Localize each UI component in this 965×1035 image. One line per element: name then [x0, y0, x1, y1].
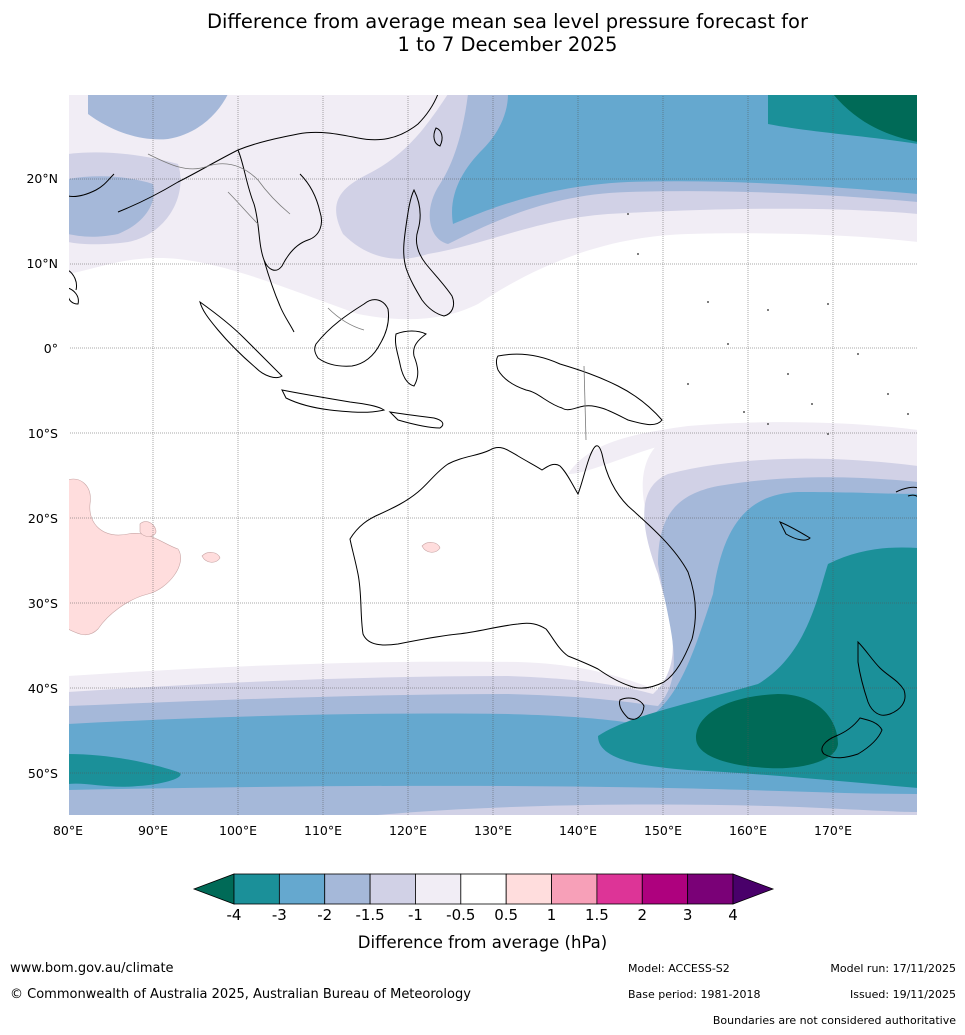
anomaly-band-minus-4-north — [833, 94, 918, 142]
coast-mainland-southeast-asia — [117, 94, 439, 333]
anomaly-band-minus-1p5-himalaya — [88, 94, 228, 140]
colorbar-tick-label: 4 — [728, 906, 738, 924]
anomaly-band-minus-1-bottom — [368, 804, 918, 816]
colorbar-extend-high — [732, 873, 775, 905]
coast-borneo — [314, 299, 389, 367]
colorbar-cell — [687, 873, 734, 905]
lon-label: 90°E — [137, 823, 169, 838]
colorbar-cell — [278, 873, 326, 905]
anomaly-band-minus-1p5-northwest — [68, 176, 154, 237]
lon-label: 140°E — [558, 823, 598, 838]
lat-label: 30°S — [27, 596, 58, 611]
map-frame — [68, 94, 918, 816]
lon-label: 110°E — [303, 823, 343, 838]
colorbar-tick-label: 2 — [637, 906, 648, 924]
lon-label: 150°E — [643, 823, 683, 838]
colorbar-tick-label: 0.5 — [494, 906, 519, 924]
coast-sumatra — [199, 300, 283, 379]
lat-label: 40°S — [27, 681, 58, 696]
issued-date: Issued: 19/11/2025 — [849, 988, 956, 1001]
colorbar-title: Difference from average (hPa) — [357, 933, 608, 952]
anomaly-band-minus-3-southwest — [68, 754, 181, 787]
model-name: Model: ACCESS-S2 — [628, 962, 730, 975]
pacific-islands — [627, 213, 909, 435]
coast-philippines — [403, 188, 455, 317]
coast-tasmania — [619, 697, 645, 720]
colorbar-tick-label: -4 — [226, 906, 242, 924]
colorbar-cell — [505, 873, 552, 905]
colorbar-tick-label: 1 — [546, 906, 557, 924]
model-run-date: Model run: 17/11/2025 — [830, 962, 956, 975]
lon-label: 100°E — [218, 823, 258, 838]
title-line-2: 1 to 7 December 2025 — [397, 33, 618, 56]
coast-sulawesi — [395, 330, 427, 387]
colorbar-tick-label: -3 — [271, 906, 287, 924]
pressure-anomaly-map — [68, 94, 918, 816]
map-canvas — [68, 94, 918, 816]
colorbar-tick-label: -0.5 — [446, 906, 476, 924]
anomaly-band-minus-4-tasman — [696, 694, 838, 769]
coast-india — [68, 173, 115, 291]
lon-label: 130°E — [473, 823, 513, 838]
coast-lesser-sunda — [388, 411, 444, 429]
disclaimer-text: Boundaries are not considered authoritat… — [712, 1014, 956, 1027]
lat-label: 0° — [43, 341, 58, 356]
lat-label: 10°N — [26, 256, 58, 271]
colorbar-extend-low — [192, 873, 235, 905]
colorbar-tick-label: 1.5 — [584, 906, 609, 924]
anomaly-band-plus-0p5-indian — [68, 478, 181, 636]
colorbar-cell — [324, 873, 371, 905]
anomaly-band-plus-0p5-small-3 — [421, 542, 441, 553]
coast-new-caledonia — [778, 521, 811, 541]
coast-taiwan — [433, 127, 443, 147]
coast-new-guinea — [496, 353, 663, 426]
anomaly-band-minus-0p5-coral — [568, 422, 918, 474]
coast-australia — [349, 445, 696, 689]
colorbar-tick-label: -1.5 — [355, 906, 385, 924]
colorbar-cell — [369, 873, 416, 905]
copyright-text: © Commonwealth of Australia 2025, Austra… — [10, 987, 471, 1002]
colorbar-cell — [460, 873, 507, 905]
coast-java — [281, 389, 386, 413]
website-link[interactable]: www.bom.gov.au/climate — [10, 961, 174, 976]
colorbar-cell — [641, 873, 689, 905]
national-boundaries — [147, 153, 587, 441]
coast-new-zealand-south — [821, 717, 883, 759]
colorbar-tick-label: -1 — [407, 906, 423, 924]
anomaly-band-plus-0p5-small-2 — [201, 552, 221, 563]
base-period: Base period: 1981-2018 — [628, 988, 761, 1001]
colorbar-cell — [596, 873, 643, 905]
lon-label: 170°E — [813, 823, 853, 838]
colorbar-cell — [551, 873, 598, 905]
lat-label: 50°S — [27, 766, 58, 781]
chart-title: Difference from average mean sea level p… — [0, 10, 965, 56]
anomaly-band-minus-3-tasman — [598, 547, 918, 788]
lon-label: 160°E — [728, 823, 768, 838]
lat-label: 20°N — [26, 171, 58, 186]
coast-new-zealand-north — [857, 640, 906, 716]
colorbar-tick-label: -2 — [317, 906, 333, 924]
lat-label: 10°S — [27, 426, 58, 441]
anomaly-band-plus-0p5-small-1 — [139, 521, 157, 537]
lon-label: 120°E — [388, 823, 428, 838]
lon-label: 80°E — [52, 823, 84, 838]
colorbar-cell — [415, 873, 462, 905]
title-line-1: Difference from average mean sea level p… — [207, 10, 808, 33]
coastlines — [68, 94, 918, 759]
colorbar-tick-label: 3 — [682, 906, 693, 924]
lat-label: 20°S — [27, 511, 58, 526]
colorbar-cell — [233, 873, 280, 905]
